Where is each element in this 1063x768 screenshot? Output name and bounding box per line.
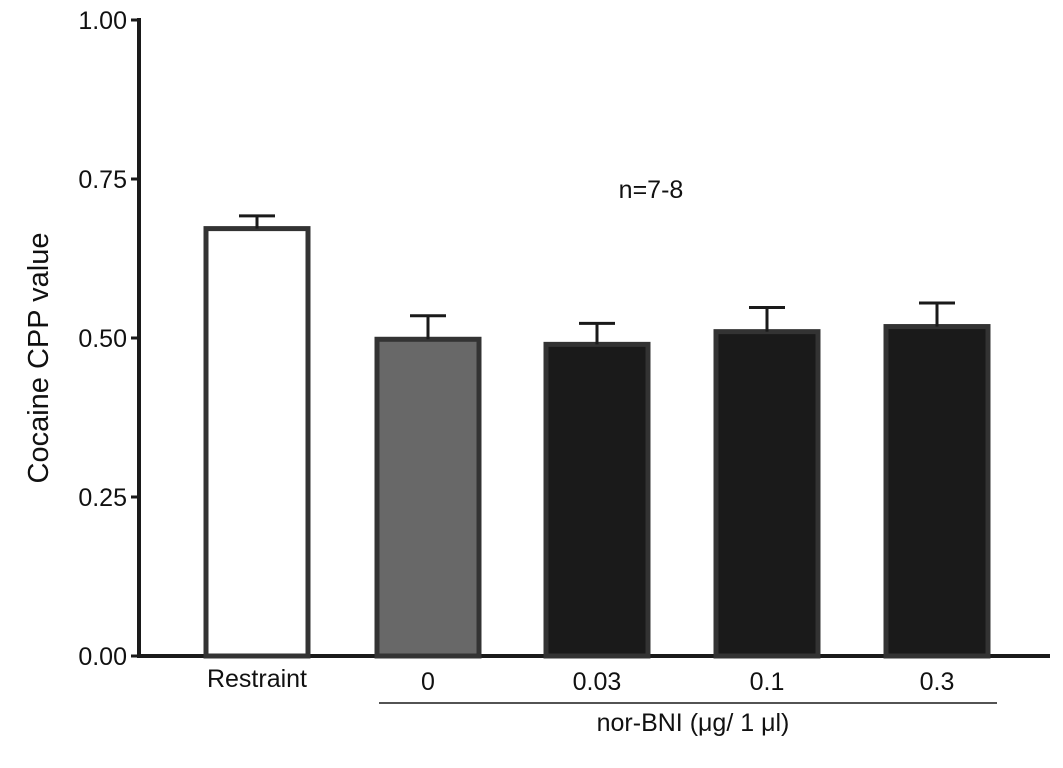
y-tick-label: 0.00 (78, 643, 127, 671)
x-tick-label: 0 (421, 668, 435, 696)
bar-0.1 (713, 329, 821, 659)
y-tick-label: 0.25 (78, 484, 127, 512)
bar-0.03 (543, 341, 651, 659)
y-tick-label: 1.00 (78, 7, 127, 35)
y-tick-label: 0.75 (78, 166, 127, 194)
y-tick-label: 0.50 (78, 325, 127, 353)
x-tick-label: 0.3 (920, 668, 955, 696)
error-bars (239, 214, 955, 345)
y-axis-title: Cocaine CPP value (23, 233, 55, 484)
bar-0.3 (883, 324, 991, 659)
x-tick-label: 0.1 (750, 668, 785, 696)
group-label: nor-BNI (μg/ 1 μl) (597, 709, 790, 737)
sample-size-annotation: n=7-8 (619, 176, 684, 204)
bars (203, 226, 991, 659)
x-tick-labels: Restraint 0 0.03 0.1 0.3 (207, 665, 954, 696)
y-ticks: 0.00 0.25 0.50 0.75 1.00 (78, 7, 139, 671)
x-tick-label: Restraint (207, 665, 307, 693)
bar-Restraint (203, 226, 311, 659)
x-tick-label: 0.03 (573, 668, 622, 696)
bar-0 (374, 336, 482, 659)
